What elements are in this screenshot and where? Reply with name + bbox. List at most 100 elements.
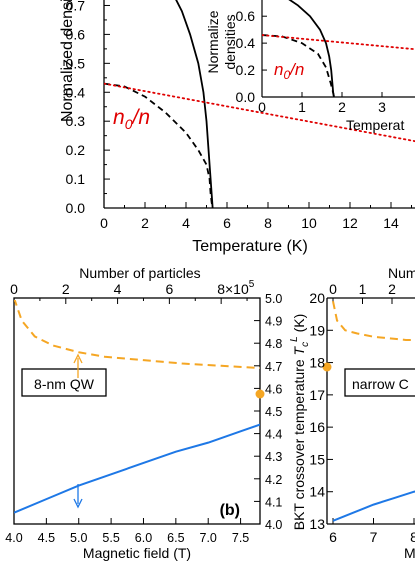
panel-b-series-dashed-orange bbox=[14, 300, 260, 370]
top-x-tick-label: 14 bbox=[383, 215, 399, 231]
inset-x-tick-label: 3 bbox=[378, 99, 386, 115]
panel-c-label-box bbox=[344, 368, 415, 397]
panel-c-top-tick-label: 0 bbox=[329, 281, 337, 297]
inset-y-tick-label: 0.2 bbox=[236, 62, 256, 78]
inset-annotation-n0-over-n: n0/n bbox=[274, 60, 304, 82]
inset-x-tick-label: 0 bbox=[258, 99, 266, 115]
panel-b-x-axis-label: Magnetic field (T) bbox=[83, 545, 191, 561]
top-y-tick-label: 0.5 bbox=[66, 55, 86, 71]
top-y-tick-label: 0.7 bbox=[66, 0, 86, 13]
top-x-tick-label: 2 bbox=[141, 215, 149, 231]
inset-series-solid-black bbox=[288, 0, 335, 98]
panel-c-x-tick-label: 6 bbox=[329, 529, 337, 545]
panel-b-right-axis-label: BKT crossover temperature TcL (K) bbox=[289, 314, 311, 531]
panel-b-arrow-up-head bbox=[73, 353, 83, 364]
panel-b-right-tick-label: 4.2 bbox=[265, 473, 282, 487]
top-annotation-n0-over-n: n0/n bbox=[113, 106, 150, 132]
panel-c-series-dashed-orange bbox=[332, 301, 415, 341]
inset-x-tick-label: 2 bbox=[338, 99, 346, 115]
panel-b-letter: (b) bbox=[220, 502, 240, 519]
panel-b-right-axis-unit: (K) bbox=[291, 314, 307, 337]
panel-b-right-tick-label: 4.7 bbox=[265, 360, 282, 374]
panel-c-x-tick-label: 8 bbox=[410, 529, 415, 545]
top-y-tick-label: 0.2 bbox=[66, 142, 86, 158]
top-x-tick-label: 4 bbox=[182, 215, 190, 231]
panel-b-x-tick-label: 4.0 bbox=[5, 531, 22, 545]
inset-x-axis-label: Temperat bbox=[346, 117, 404, 133]
panel-c-y-tick-label: 20 bbox=[309, 290, 325, 306]
panel-b-x-tick-label: 6.0 bbox=[135, 531, 152, 545]
panel-b-series-solid-blue bbox=[14, 423, 260, 514]
top-annotation-subscript: 0 bbox=[125, 116, 133, 132]
inset-y-axis-label-line1: Normalize bbox=[205, 10, 221, 73]
top-y-axis-label: Normalized densit bbox=[59, 0, 76, 122]
panel-b-arrow-down-head bbox=[73, 498, 83, 509]
panel-b-x-tick-label: 5.0 bbox=[70, 531, 87, 545]
panel-c-left-marker bbox=[322, 362, 332, 372]
inset-series-dashed-black bbox=[262, 34, 335, 98]
top-annotation-rest: /n bbox=[130, 106, 150, 129]
top-series-dashed-black bbox=[104, 82, 214, 209]
data-series bbox=[14, 0, 415, 522]
panel-b-right-tick-label: 4.1 bbox=[265, 495, 282, 509]
panel-b-x-tick-label: 6.5 bbox=[167, 531, 184, 545]
panel-b-right-axis-symbol: T bbox=[291, 345, 307, 355]
panel-b-right-axis-sup: L bbox=[289, 336, 300, 342]
inset-y-tick-label: 0.0 bbox=[236, 89, 256, 105]
panel-c-y-tick-label: 19 bbox=[309, 322, 325, 338]
panel-c-label-box-text: narrow C bbox=[352, 376, 409, 392]
inset-y-axis-label-line2: densities bbox=[222, 14, 238, 69]
top-x-tick-label: 12 bbox=[342, 215, 358, 231]
panel-c-x-axis-label: M bbox=[404, 545, 415, 561]
top-y-tick-label: 0.0 bbox=[66, 200, 86, 216]
panel-b-right-tick-label: 4.0 bbox=[265, 518, 282, 532]
inset-background bbox=[262, 0, 415, 99]
panel-b-right-tick-label: 4.8 bbox=[265, 337, 282, 351]
panel-b-top-tick-label: 0 bbox=[10, 281, 18, 297]
panel-c-top-axis-label: Num bbox=[388, 265, 415, 281]
panel-c-y-tick-label: 13 bbox=[309, 516, 325, 532]
panel-b-right-tick-label: 4.3 bbox=[265, 450, 282, 464]
panel-b-x-tick-label: 7.5 bbox=[232, 531, 249, 545]
panel-b-right-tick-label: 4.6 bbox=[265, 382, 282, 396]
panel-b-right-axis-sub: c bbox=[300, 342, 311, 347]
panel-b-right-tick-label: 4.9 bbox=[265, 315, 282, 329]
top-x-tick-label: 8 bbox=[264, 215, 272, 231]
inset-annotation-subscript: 0 bbox=[283, 68, 290, 82]
panel-c-x-tick-label: 7 bbox=[370, 529, 378, 545]
top-x-tick-label: 6 bbox=[223, 215, 231, 231]
inset-y-tick-label: 0.6 bbox=[236, 8, 256, 24]
inset-annotation-rest: /n bbox=[289, 60, 304, 79]
panel-b-top-tick-label: 6 bbox=[165, 281, 173, 297]
axes-frames bbox=[13, 0, 415, 525]
panel-b-top-multiplier: ×105 bbox=[225, 279, 255, 297]
panel-b-label-box-text: 8-nm QW bbox=[34, 376, 95, 392]
top-y-tick-label: 0.1 bbox=[66, 171, 86, 187]
panel-b-label-box bbox=[21, 368, 107, 397]
top-y-tick-label: 0.6 bbox=[66, 26, 86, 42]
panel-c-series-solid-blue bbox=[332, 490, 415, 522]
top-x-tick-label: 0 bbox=[100, 215, 108, 231]
panel-c-y-tick-label: 16 bbox=[309, 419, 325, 435]
panel-c-y-tick-label: 15 bbox=[309, 451, 325, 467]
text-labels: 0 2 4 6 8 10 12 140.00.10.20.30.40.50.60.7Tempe… bbox=[5, 0, 415, 561]
panel-b-top-multiplier-exp: 5 bbox=[249, 279, 255, 290]
top-x-axis-label: Temperature (K) bbox=[192, 238, 308, 255]
top-y-tick-label: 0.3 bbox=[66, 113, 86, 129]
panel-c-y-tick-label: 17 bbox=[309, 387, 325, 403]
top-series-dotted-red bbox=[104, 82, 415, 143]
panel-b-right-tick-label: 4.5 bbox=[265, 405, 282, 419]
panel-b-top-tick-label: 4 bbox=[114, 281, 122, 297]
inset-y-tick-label: 0.4 bbox=[236, 35, 256, 51]
panel-b-x-tick-label: 4.5 bbox=[38, 531, 55, 545]
inset-x-tick-label: 1 bbox=[298, 99, 306, 115]
panel-b-top-tick-label: 8 bbox=[217, 281, 225, 297]
top-x-tick-label: 10 bbox=[301, 215, 317, 231]
panel-b-x-tick-label: 7.0 bbox=[200, 531, 217, 545]
panel-b-right-marker bbox=[255, 389, 265, 399]
panel-b-right-tick-label: 5.0 bbox=[265, 292, 282, 306]
panel-c-y-tick-label: 14 bbox=[309, 484, 325, 500]
panel-b-x-tick-label: 5.5 bbox=[102, 531, 119, 545]
panel-c-y-tick-label: 18 bbox=[309, 355, 325, 371]
